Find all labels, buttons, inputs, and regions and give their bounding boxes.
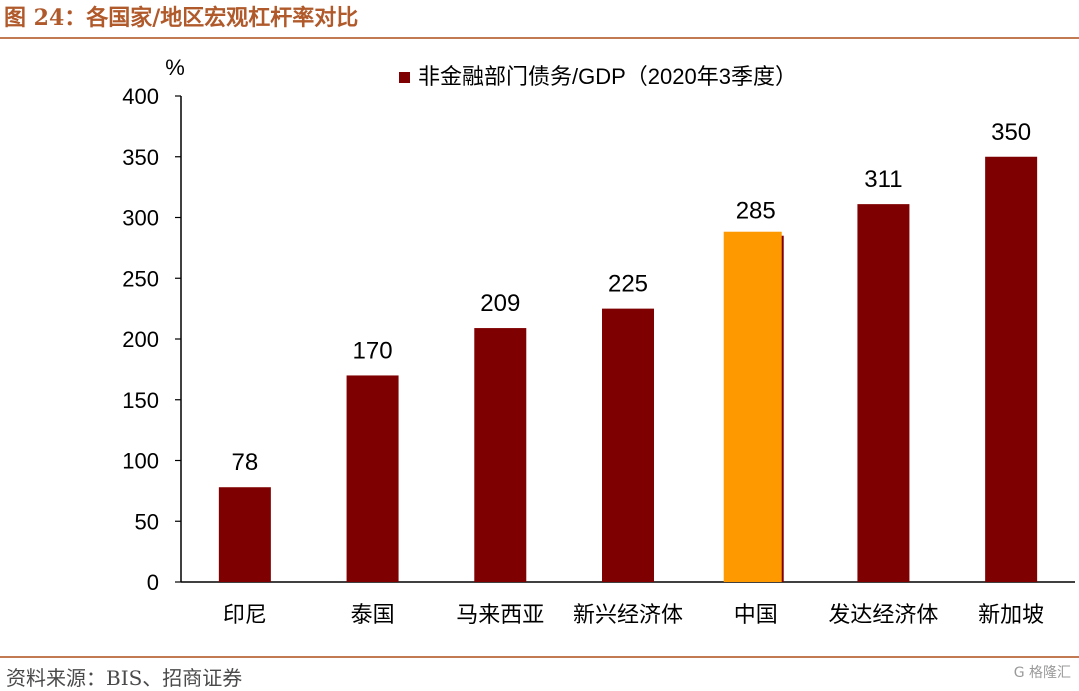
category-label: 印尼 — [223, 602, 267, 627]
bar — [857, 204, 910, 582]
category-label: 马来西亚 — [456, 602, 544, 627]
source-note: 资料来源：BIS、招商证券 — [6, 666, 243, 690]
data-label: 170 — [353, 337, 393, 364]
data-label: 209 — [480, 290, 520, 317]
data-label: 78 — [232, 449, 259, 476]
y-tick-label: 100 — [122, 449, 159, 474]
data-label: 350 — [991, 119, 1031, 146]
chart-bars — [218, 156, 1038, 582]
category-label: 新加坡 — [978, 602, 1044, 627]
y-tick-label: 400 — [122, 84, 159, 109]
y-tick-label: 150 — [122, 388, 159, 413]
y-tick-label: 0 — [147, 570, 159, 595]
y-tick-label: 200 — [122, 327, 159, 352]
bar — [346, 375, 399, 582]
legend-label: 非金融部门债务/GDP（2020年3季度） — [418, 64, 797, 89]
footer-divider — [0, 656, 1079, 658]
title-divider — [0, 37, 1079, 39]
bar — [985, 156, 1038, 582]
chart-legend: 非金融部门债务/GDP（2020年3季度） — [399, 64, 797, 89]
data-label: 311 — [864, 166, 902, 193]
bar — [218, 487, 271, 582]
data-label: 285 — [736, 198, 776, 225]
category-label: 发达经济体 — [828, 602, 938, 627]
y-tick-label: 350 — [122, 145, 159, 170]
data-label: 225 — [608, 271, 648, 298]
bar-chart: 0 50 100 150 200 250 300 350 400% 78 印尼 170 泰国 209 马来… — [122, 55, 1075, 627]
y-unit-label: % — [165, 55, 185, 80]
bar — [602, 308, 654, 582]
category-label: 中国 — [734, 602, 778, 627]
chart-labels: 78 印尼 170 泰国 209 马来西亚 225 新兴经济体 285 中国 311 发达经济体 350… — [223, 119, 1044, 627]
y-tick-label: 250 — [122, 266, 159, 291]
category-label: 新兴经济体 — [573, 602, 683, 627]
bar — [474, 328, 527, 582]
watermark-logo: G 格隆汇 — [1013, 665, 1071, 681]
category-label: 泰国 — [351, 602, 395, 627]
y-tick-label: 50 — [135, 509, 159, 534]
y-tick-label: 300 — [122, 206, 159, 231]
legend-swatch — [399, 72, 410, 83]
chart-axes: 0 50 100 150 200 250 300 350 400% — [122, 55, 1075, 595]
figure-title: 图 24：各国家/地区宏观杠杆率对比 — [4, 5, 359, 31]
bar-highlight — [723, 231, 782, 582]
